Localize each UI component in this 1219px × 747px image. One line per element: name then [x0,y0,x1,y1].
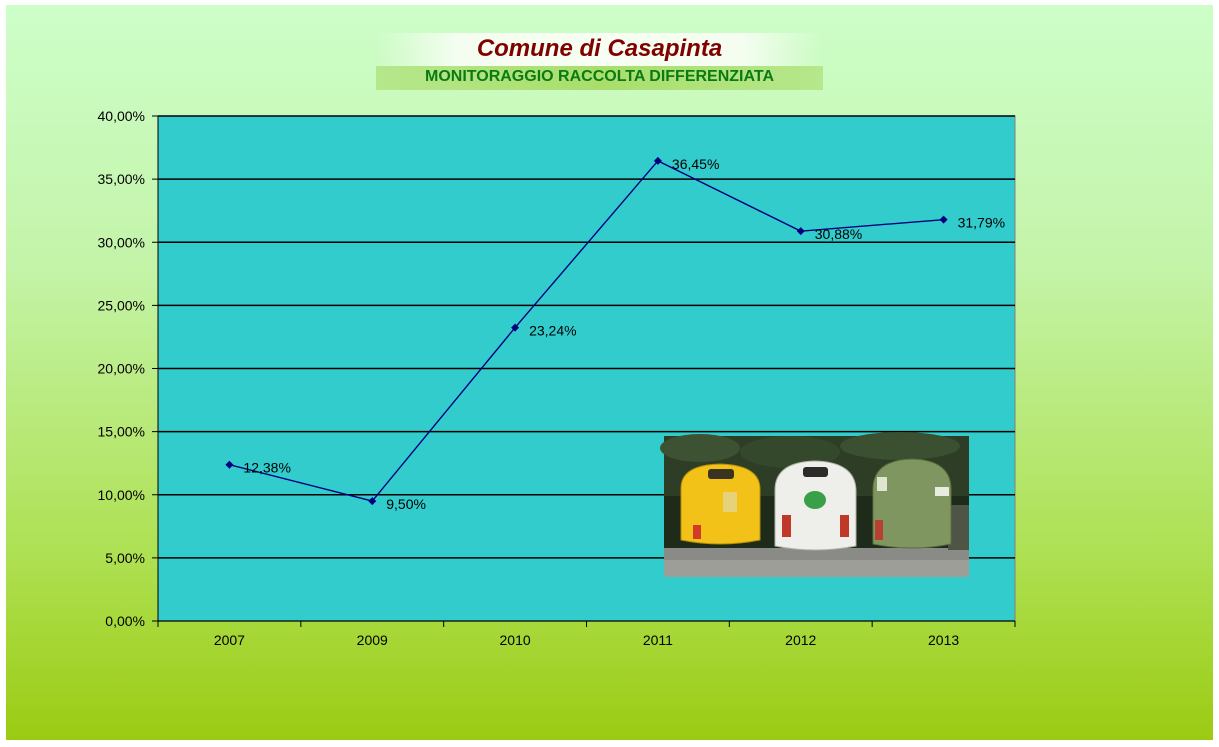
data-point-marker [653,156,662,165]
data-point-marker [939,215,948,224]
data-point-marker [368,497,377,506]
y-tick-label: 20,00% [98,361,145,377]
chart-title: Comune di Casapinta [476,35,723,62]
x-tick-label: 2013 [928,632,959,648]
y-tick-label: 10,00% [98,487,145,503]
x-tick-label: 2010 [500,632,531,648]
data-label: 23,24% [529,323,576,339]
data-label: 31,79% [958,215,1005,231]
data-label: 9,50% [386,496,426,512]
y-tick-label: 30,00% [98,234,145,250]
series-line [229,159,944,502]
data-label: 30,88% [815,226,862,242]
grid-lines [158,115,1015,559]
data-label: 12,38% [243,460,290,476]
x-tick-label: 2011 [643,632,673,648]
y-tick-label: 0,00% [105,613,145,629]
x-tick-label: 2007 [214,632,245,648]
series-markers [225,156,948,506]
data-point-marker [796,227,805,236]
y-tick-label: 40,00% [98,108,145,124]
x-tick-label: 2012 [785,632,816,648]
data-point-marker [225,460,234,469]
x-axis-ticks: 2007 2009 2010 2011 2012 2013 [157,621,1016,648]
y-tick-label: 25,00% [98,297,145,313]
chart-subtitle: MONITORAGGIO RACCOLTA DIFFERENZIATA [424,68,774,85]
y-tick-label: 5,00% [105,550,145,566]
data-point-marker [511,323,520,332]
y-tick-label: 15,00% [98,424,145,440]
title-box: Comune di Casapinta MONITORAGGIO RACCOLT… [376,33,823,90]
series-polyline [229,159,944,502]
y-tick-label: 35,00% [98,171,145,187]
subtitle-band [376,66,823,90]
recycling-bins-photo [660,432,969,577]
data-label: 36,45% [672,156,719,172]
y-axis-ticks: 0,00% 5,00% 10,00% 15,00% 20,00% 25,00% 30,00%… [98,108,158,629]
data-labels: 12,38% 9,50% 23,24% 36,45% 30,88% 31,79% [243,156,1005,512]
x-tick-label: 2009 [357,632,388,648]
